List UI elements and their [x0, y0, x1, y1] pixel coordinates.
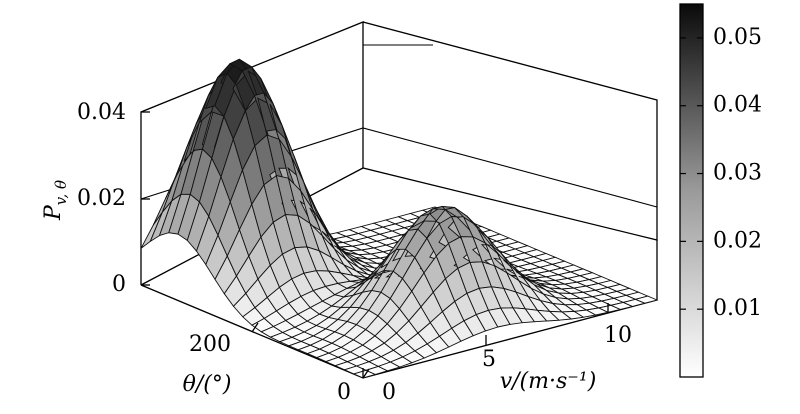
colorbar: [679, 3, 704, 378]
z-axis-title: Pv, θ: [41, 180, 70, 221]
y-tick-mark: [251, 322, 259, 333]
svg-text:Pv, θ: Pv, θ: [41, 180, 70, 221]
surface-mesh: [140, 58, 659, 379]
x-tick-label: 5: [482, 347, 496, 372]
z-tick-label: 0.04: [77, 100, 126, 125]
z-axis-title-sub: v, θ: [52, 180, 70, 205]
colorbar-ticks: 0.01 0.02 0.03 0.04 0.05: [680, 25, 762, 321]
colorbar-tick-label: 0.04: [713, 93, 762, 118]
y-axis-title: θ/(°): [183, 372, 232, 397]
axis-ticks: [141, 111, 609, 379]
z-tick-label: 0.02: [77, 186, 126, 211]
y-tick-mark: [362, 368, 370, 379]
y-tick-label: 0: [337, 380, 351, 405]
colorbar-tick-label: 0.02: [713, 228, 762, 253]
surface-patch: [634, 295, 659, 304]
x-axis-title: v/(m·s⁻¹): [500, 369, 597, 394]
z-axis-title-main: P: [41, 204, 66, 221]
colorbar-tick-label: 0.03: [713, 161, 762, 186]
x-tick-label: 0: [382, 380, 396, 405]
y-tick-label: 200: [189, 332, 231, 357]
colorbar-tick-label: 0.05: [713, 25, 762, 50]
z-tick-label: 0: [112, 272, 126, 297]
colorbar-tick-label: 0.01: [713, 296, 762, 321]
x-tick-label: 10: [604, 323, 632, 348]
